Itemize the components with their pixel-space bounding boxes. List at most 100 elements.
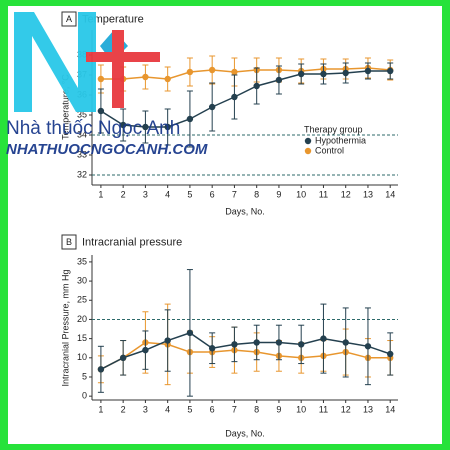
data-point: [208, 345, 216, 352]
x-tick-label: 1: [98, 404, 103, 414]
y-tick-label: 34: [77, 129, 87, 139]
data-point: [186, 68, 194, 76]
x-tick-label: 7: [232, 404, 237, 414]
y-tick-label: 33: [77, 149, 87, 159]
x-tick-label: 1: [98, 189, 103, 199]
panel-label-box: [61, 11, 77, 27]
y-tick-label: 30: [77, 275, 87, 285]
data-point: [186, 115, 194, 123]
y-tick-label: 35: [77, 256, 87, 266]
chart-title: Temperature: [82, 13, 144, 25]
data-point: [297, 70, 305, 78]
data-point: [208, 103, 216, 111]
data-point: [164, 75, 171, 83]
x-tick-label: 10: [296, 404, 306, 414]
legend-label: Hypothermia: [315, 135, 366, 145]
data-point: [253, 339, 260, 346]
series-line: [100, 70, 391, 128]
data-point: [275, 339, 283, 346]
x-tick-label: 4: [165, 404, 170, 414]
watermark-text: Nhà thuốc Ngọc Anh: [6, 118, 180, 139]
x-tick-label: 2: [121, 189, 126, 199]
x-tick-label: 6: [210, 404, 215, 414]
data-point: [253, 82, 260, 90]
x-tick-label: 14: [385, 189, 395, 199]
data-point: [342, 69, 349, 77]
x-tick-label: 2: [121, 404, 126, 414]
data-point: [231, 93, 238, 101]
data-point: [97, 75, 105, 83]
x-tick-label: 13: [363, 189, 373, 199]
legend-marker: [304, 147, 312, 155]
y-tick-label: 15: [77, 333, 87, 343]
data-point: [142, 346, 149, 354]
x-axis-label: Days, No.: [225, 206, 265, 216]
x-tick-label: 14: [385, 404, 395, 414]
x-tick-label: 3: [143, 189, 148, 199]
x-tick-label: 5: [187, 189, 192, 199]
x-tick-label: 8: [254, 404, 259, 414]
x-tick-label: 3: [143, 404, 148, 414]
x-tick-label: 7: [232, 189, 237, 199]
panel-label-box: [61, 234, 77, 250]
data-point: [297, 341, 305, 348]
data-point: [320, 70, 327, 78]
data-point: [97, 107, 105, 115]
data-point: [342, 339, 349, 346]
plots: 323334353637381234567891011121314Therapy…: [77, 30, 398, 414]
x-tick-label: 11: [319, 189, 328, 199]
y-axis-label: Temperature, °C: [60, 74, 70, 140]
data-point: [208, 66, 216, 74]
y-tick-label: 20: [77, 314, 87, 324]
y-axis-label: Intracranial Pressure, mm Hg: [60, 269, 70, 386]
watermark-text: NHATHUOCNGOCANH.COM: [6, 141, 208, 158]
x-tick-label: 12: [341, 189, 351, 199]
legend-title: Therapy group: [304, 124, 363, 134]
panel-label: B: [66, 237, 72, 247]
y-tick-label: 35: [77, 109, 87, 119]
chart-title: Intracranial pressure: [82, 236, 182, 248]
data-point: [119, 121, 127, 129]
y-tick-label: 5: [82, 371, 87, 381]
y-tick-label: 10: [77, 352, 87, 362]
x-tick-label: 9: [276, 404, 281, 414]
x-axis-label: Days, No.: [225, 428, 265, 438]
y-tick-label: 25: [77, 295, 87, 305]
data-point: [231, 68, 238, 76]
data-point: [142, 123, 149, 131]
x-tick-label: 4: [165, 189, 170, 199]
x-tick-label: 11: [319, 404, 328, 414]
data-point: [97, 366, 105, 373]
x-tick-label: 8: [254, 189, 259, 199]
data-point: [387, 350, 394, 358]
x-tick-label: 9: [276, 189, 281, 199]
watermark: Nhà thuốc Ngọc Anh NHATHUOCNGOCANH.COM: [6, 12, 208, 158]
series-line: [100, 332, 391, 370]
data-point: [231, 341, 238, 348]
legend-label: Control: [315, 145, 344, 155]
series-line: [100, 67, 391, 80]
y-tick-label: 0: [82, 391, 87, 401]
watermark-logo: [112, 30, 124, 108]
x-tick-label: 5: [187, 404, 192, 414]
data-point: [164, 123, 171, 131]
data-point: [364, 67, 372, 75]
data-point: [142, 73, 149, 81]
data-point: [186, 329, 194, 337]
x-tick-label: 13: [363, 404, 373, 414]
x-tick-label: 12: [341, 404, 351, 414]
data-point: [387, 67, 394, 75]
data-point: [164, 337, 171, 344]
data-point: [364, 343, 372, 350]
y-tick-label: 32: [77, 169, 87, 179]
legend-marker: [304, 137, 312, 145]
data-point: [320, 335, 327, 342]
data-point: [275, 76, 283, 84]
series-line: [100, 341, 391, 370]
watermark-logo: [14, 12, 96, 112]
x-tick-label: 10: [296, 189, 306, 199]
panel-label: A: [66, 14, 72, 24]
watermark-logo: [86, 52, 160, 62]
x-tick-label: 6: [210, 189, 215, 199]
